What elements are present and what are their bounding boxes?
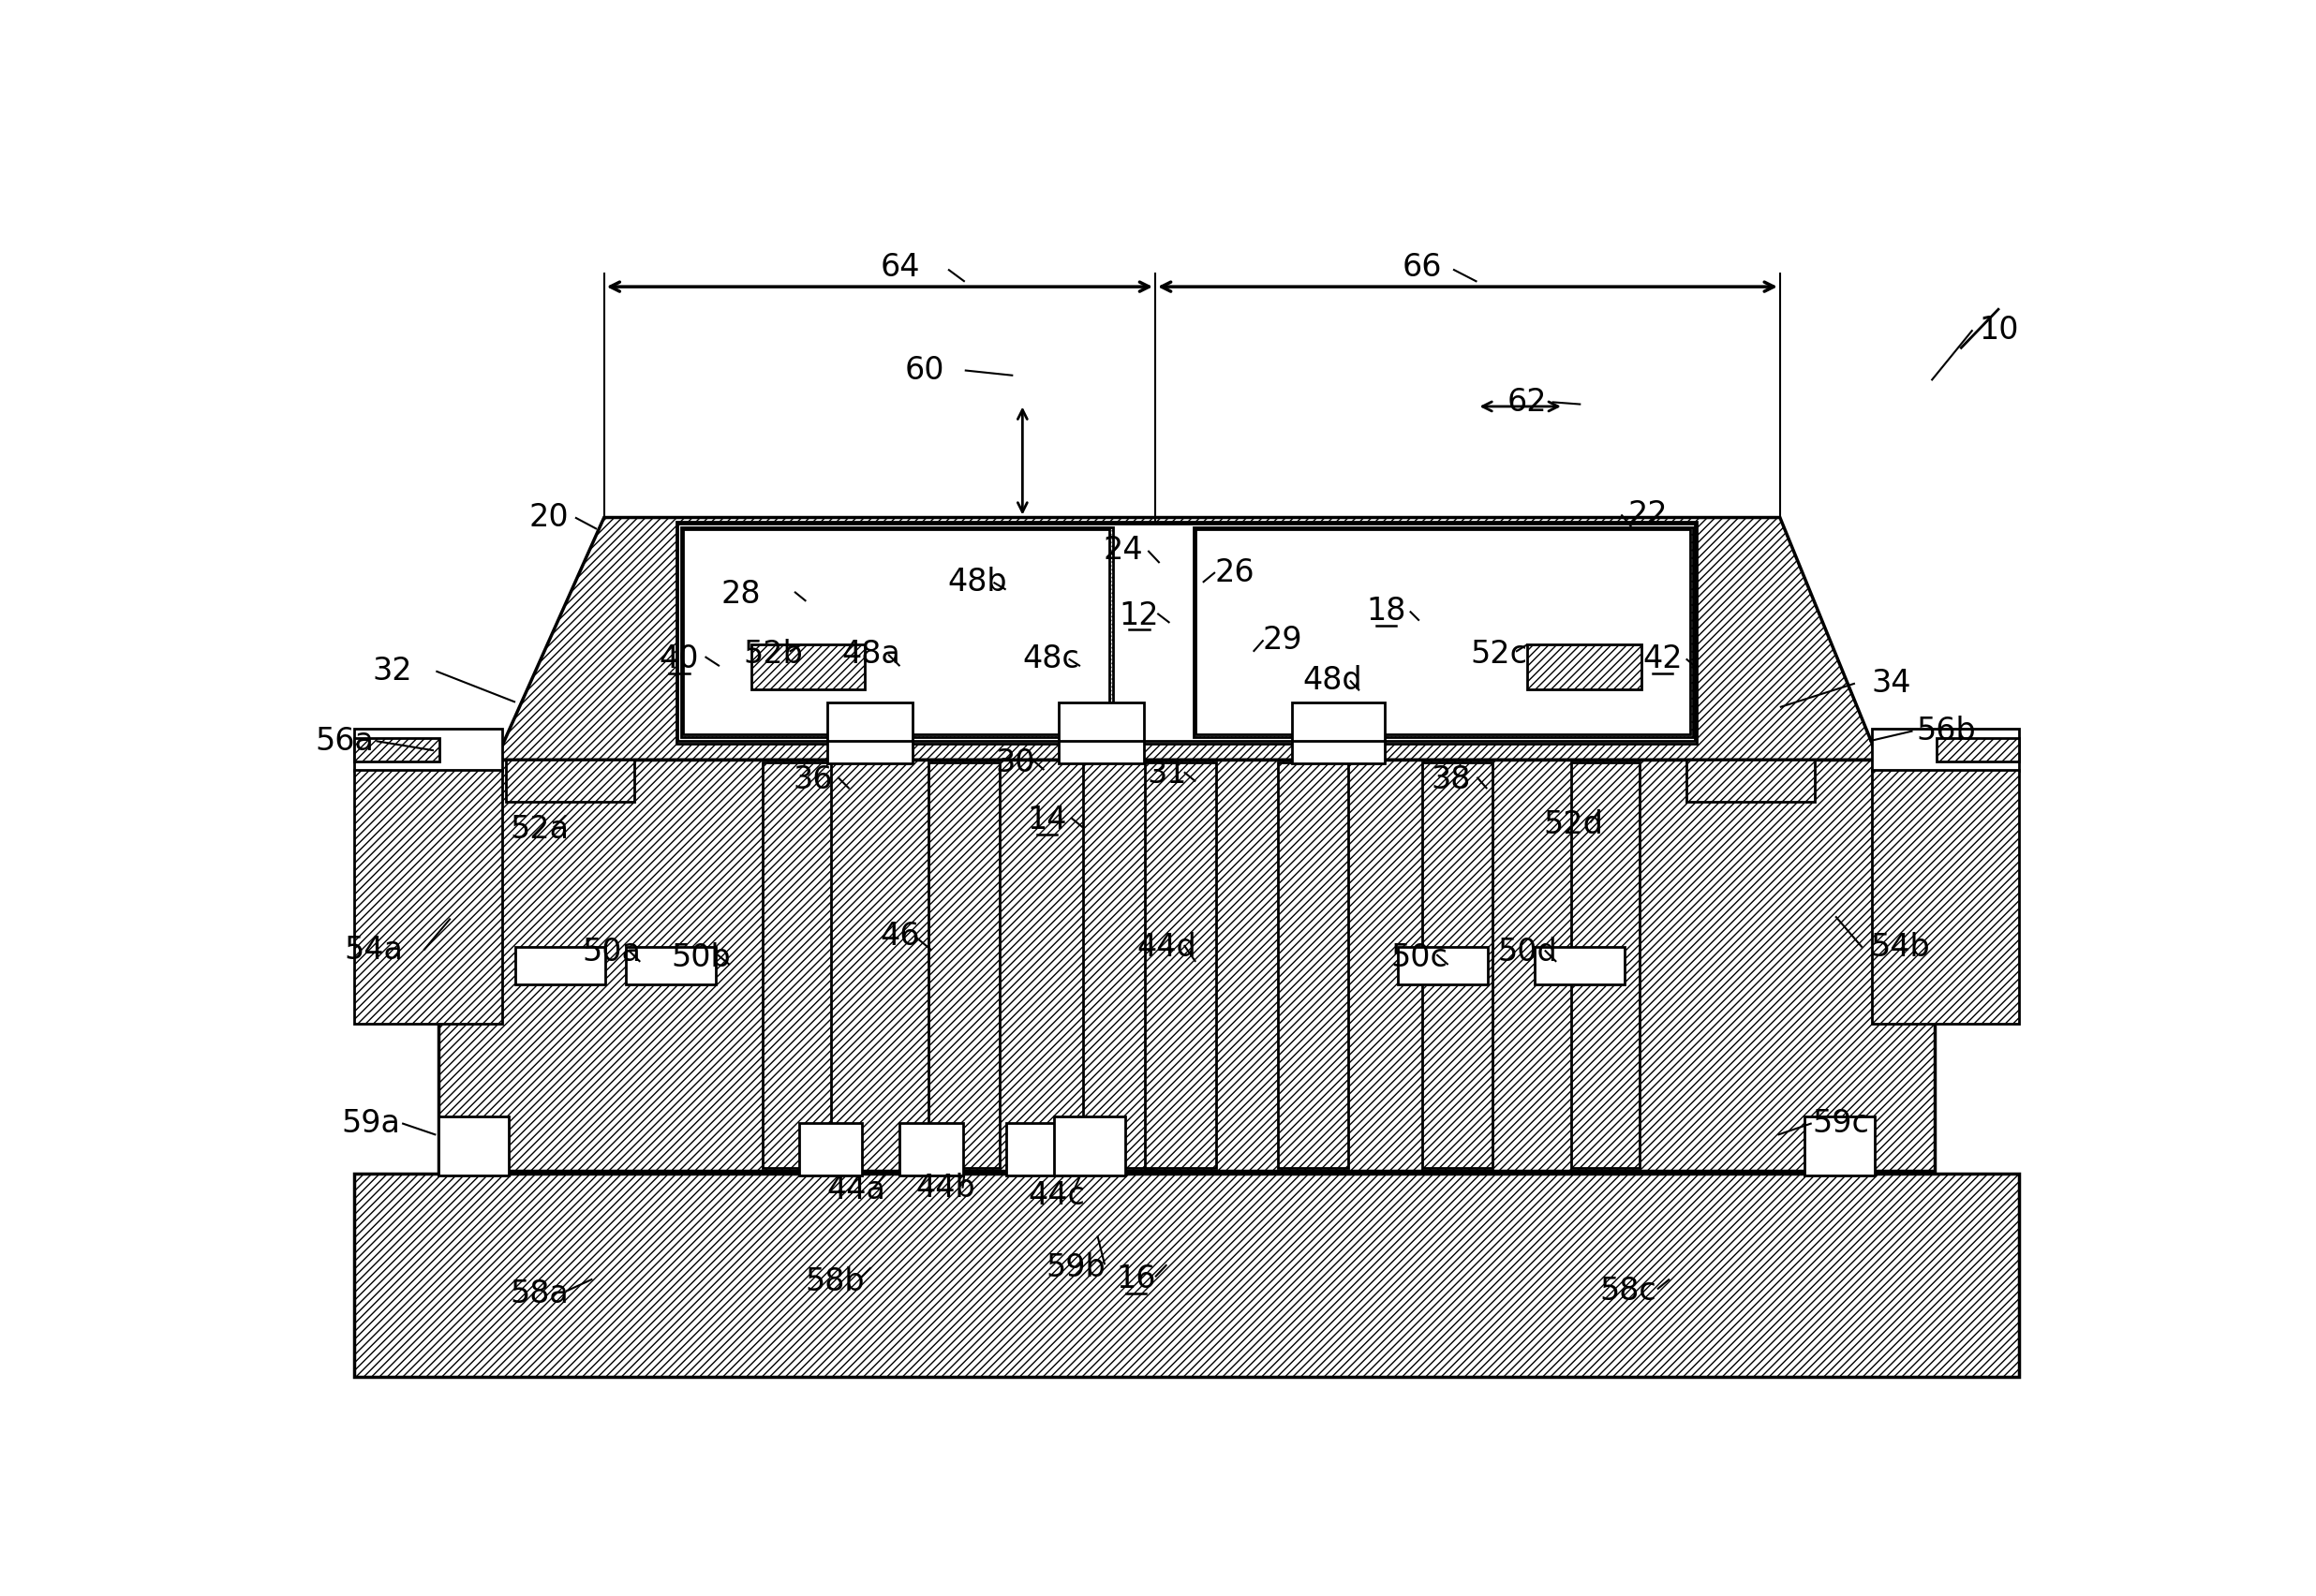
Text: 64: 64 <box>880 252 919 282</box>
Text: 48d: 48d <box>1304 666 1362 696</box>
Bar <box>625 948 716 985</box>
Bar <box>1195 528 1691 734</box>
Bar <box>1529 645 1642 689</box>
Text: 59b: 59b <box>1047 1253 1105 1283</box>
Text: 24: 24 <box>1102 535 1144 567</box>
Bar <box>1054 1116 1126 1175</box>
Bar <box>1084 763 1153 1168</box>
Text: 16: 16 <box>1116 1264 1156 1294</box>
Text: 29: 29 <box>1262 624 1302 656</box>
Bar <box>1292 702 1385 763</box>
Bar <box>1144 763 1216 1168</box>
Text: 62: 62 <box>1508 386 1547 418</box>
Text: 60: 60 <box>906 354 945 386</box>
Bar <box>1005 1124 1070 1175</box>
Bar <box>683 528 1109 734</box>
Bar <box>901 1124 963 1175</box>
Text: 50d: 50d <box>1498 937 1556 967</box>
Bar <box>438 1116 510 1175</box>
Bar <box>1193 527 1693 737</box>
Text: 48c: 48c <box>1024 643 1079 674</box>
Bar <box>679 523 1695 741</box>
Bar <box>354 729 503 771</box>
Text: 56a: 56a <box>315 726 373 757</box>
Text: 58c: 58c <box>1600 1275 1656 1307</box>
Text: 28: 28 <box>720 578 762 610</box>
Text: 58b: 58b <box>806 1267 864 1298</box>
Bar <box>676 522 1698 744</box>
Text: 59a: 59a <box>340 1108 401 1140</box>
Text: 18: 18 <box>1366 595 1406 627</box>
Bar <box>1871 729 2020 771</box>
Text: 31: 31 <box>1146 758 1186 790</box>
Text: 20: 20 <box>530 503 570 533</box>
Bar <box>1804 1116 1876 1175</box>
Text: 22: 22 <box>1628 500 1668 530</box>
Text: 48a: 48a <box>841 638 901 670</box>
Text: 26: 26 <box>1214 557 1255 587</box>
Bar <box>1278 763 1348 1168</box>
Bar <box>438 760 1936 1171</box>
Text: 50a: 50a <box>581 937 642 967</box>
Text: 52d: 52d <box>1545 809 1603 839</box>
Text: 54a: 54a <box>343 935 403 966</box>
Bar <box>354 1173 2020 1377</box>
Text: 30: 30 <box>996 747 1035 779</box>
Text: 44b: 44b <box>917 1173 975 1203</box>
Text: 46: 46 <box>880 921 919 951</box>
Text: 40: 40 <box>660 643 699 674</box>
Polygon shape <box>496 517 1878 760</box>
Text: 44d: 44d <box>1137 932 1197 962</box>
Bar <box>681 527 1112 737</box>
Bar <box>799 1124 862 1175</box>
Bar <box>1397 948 1487 985</box>
Text: 14: 14 <box>1026 804 1068 836</box>
Text: 66: 66 <box>1401 252 1443 282</box>
Bar <box>354 769 503 1023</box>
Bar <box>929 763 1001 1168</box>
Text: 42: 42 <box>1642 643 1681 674</box>
Text: 10: 10 <box>1980 314 2020 345</box>
Bar <box>1686 760 1813 801</box>
Text: 52a: 52a <box>510 814 570 846</box>
Text: 52b: 52b <box>743 638 804 670</box>
Bar <box>1536 948 1626 985</box>
Text: 52c: 52c <box>1471 638 1526 670</box>
Bar <box>505 760 635 801</box>
Text: 59c: 59c <box>1811 1108 1869 1140</box>
Text: 44a: 44a <box>827 1175 887 1207</box>
Bar <box>750 645 866 689</box>
Text: 32: 32 <box>373 656 412 686</box>
Bar <box>762 763 831 1168</box>
Text: 56b: 56b <box>1915 715 1976 747</box>
Text: 54b: 54b <box>1871 932 1929 962</box>
Text: 50b: 50b <box>672 942 730 974</box>
Text: 50c: 50c <box>1390 942 1448 974</box>
Bar <box>1871 769 2020 1023</box>
Bar <box>1058 702 1144 763</box>
Text: 58a: 58a <box>510 1278 567 1309</box>
Bar <box>1570 763 1640 1168</box>
Bar <box>1422 763 1494 1168</box>
Bar <box>1936 739 2020 761</box>
Text: 38: 38 <box>1431 764 1471 795</box>
Text: 44c: 44c <box>1028 1179 1084 1211</box>
Text: 34: 34 <box>1871 667 1911 699</box>
Text: 48b: 48b <box>947 567 1007 598</box>
Text: 12: 12 <box>1119 600 1160 630</box>
Bar <box>827 702 913 763</box>
Bar <box>516 948 604 985</box>
Text: 36: 36 <box>794 764 834 795</box>
Bar <box>354 739 440 761</box>
